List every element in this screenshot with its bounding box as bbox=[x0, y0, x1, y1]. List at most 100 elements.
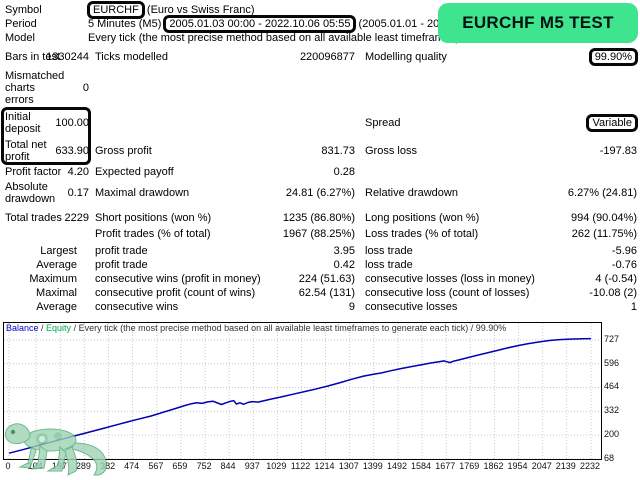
modelling-quality-cell: 99.90% bbox=[490, 48, 638, 66]
equity-legend-label: Equity bbox=[46, 323, 72, 333]
x-axis-tick-label: 289 bbox=[75, 461, 91, 471]
avg-consecutive-losses-label: consecutive losses bbox=[365, 301, 458, 313]
x-axis-tick-label: 1029 bbox=[266, 461, 287, 471]
ticks-modelled-label: Ticks modelled bbox=[95, 51, 168, 63]
short-positions-value: 1235 (86.80%) bbox=[282, 212, 355, 224]
modelling-quality-label: Modelling quality bbox=[365, 51, 447, 63]
profit-trades-value: 1967 (88.25%) bbox=[282, 228, 355, 240]
initial-deposit-value: 100.00 bbox=[55, 117, 89, 129]
largest-loss-trade-value: -5.96 bbox=[611, 245, 637, 257]
largest-label: Largest bbox=[40, 245, 77, 257]
x-axis-tick-label: 1862 bbox=[483, 461, 504, 471]
x-axis-tick-label: 474 bbox=[124, 461, 140, 471]
spread-label: Spread bbox=[365, 117, 401, 129]
max-consecutive-profit-value: 62.54 (131) bbox=[298, 287, 355, 299]
period-row: 5 Minutes (M5) 2005.01.03 00:00 - 2022.1… bbox=[88, 15, 486, 33]
model-value: Every tick (the most precise method base… bbox=[88, 32, 460, 44]
y-axis-tick-label: 68 bbox=[604, 453, 615, 463]
expected-payoff-label: Expected payoff bbox=[95, 166, 174, 178]
relative-drawdown-label: Relative drawdown bbox=[365, 187, 458, 199]
total-net-profit-value: 633.90 bbox=[55, 145, 89, 157]
chameleon-watermark-icon bbox=[5, 423, 107, 476]
period-tested-highlighted: 2005.01.03 00:00 - 2022.10.06 05:55 bbox=[163, 15, 357, 33]
average-loss-trade-value: -0.76 bbox=[611, 259, 637, 271]
x-axis-tick-label: 382 bbox=[100, 461, 116, 471]
symbol-value-highlighted: EURCHF bbox=[87, 1, 145, 19]
y-axis-tick-label: 332 bbox=[604, 405, 620, 416]
x-axis-tick-label: 2232 bbox=[579, 461, 601, 471]
largest-profit-trade-value: 3.95 bbox=[333, 245, 355, 257]
x-axis-tick-label: 567 bbox=[148, 461, 164, 471]
absolute-drawdown-value: 0.17 bbox=[67, 187, 89, 199]
x-axis-tick-label: 2139 bbox=[555, 461, 576, 471]
maximal-drawdown-label: Maximal drawdown bbox=[95, 187, 190, 199]
max-consecutive-wins-label: consecutive wins (profit in money) bbox=[95, 273, 261, 285]
chart-title-rest: / Every tick (the most precise method ba… bbox=[71, 323, 507, 333]
avg-consecutive-losses-value: 1 bbox=[630, 301, 637, 313]
modelling-quality-value-highlighted: 99.90% bbox=[588, 48, 638, 66]
x-axis-tick-label: 1399 bbox=[362, 461, 383, 471]
total-net-profit-label: Total net profit bbox=[5, 139, 47, 163]
mismatched-charts-errors-label: Mismatched charts errors bbox=[5, 70, 65, 106]
profit-factor-value: 4.20 bbox=[67, 166, 89, 178]
max-consecutive-wins-value: 224 (51.63) bbox=[298, 273, 355, 285]
x-axis-tick-label: 2047 bbox=[531, 461, 552, 471]
y-axis-tick-label: 596 bbox=[604, 357, 620, 368]
bars-in-test-value: 1330244 bbox=[46, 51, 89, 63]
largest-profit-trade-label: profit trade bbox=[95, 245, 148, 257]
x-axis-tick-label: 844 bbox=[220, 461, 236, 471]
gross-profit-value: 831.73 bbox=[321, 145, 355, 157]
gross-profit-label: Gross profit bbox=[95, 145, 152, 157]
maximum-label: Maximum bbox=[29, 273, 77, 285]
legend-separator: / bbox=[38, 323, 47, 333]
short-positions-label: Short positions (won %) bbox=[95, 212, 212, 224]
max-consecutive-losses-label: consecutive losses (loss in money) bbox=[365, 273, 535, 285]
loss-trades-label: Loss trades (% of total) bbox=[365, 228, 479, 240]
max-consecutive-losses-value: 4 (-0.54) bbox=[595, 273, 637, 285]
x-axis-tick-label: 1677 bbox=[435, 461, 456, 471]
symbol-row: EURCHF (Euro vs Swiss Franc) bbox=[87, 1, 254, 19]
spread-cell: Variable bbox=[490, 114, 638, 132]
average-consecutive-label: Average bbox=[36, 301, 77, 313]
y-axis-tick-label: 727 bbox=[604, 334, 620, 344]
x-axis-tick-label: 937 bbox=[244, 461, 260, 471]
total-trades-value: 2229 bbox=[64, 212, 89, 224]
max-consecutive-profit-label: consecutive profit (count of wins) bbox=[95, 287, 256, 299]
initial-deposit-label: Initial deposit bbox=[5, 111, 41, 135]
total-trades-label: Total trades bbox=[5, 212, 62, 224]
x-axis-tick-label: 752 bbox=[196, 461, 212, 471]
x-axis-tick-label: 1214 bbox=[314, 461, 335, 471]
bars-in-test-label: Bars in test bbox=[5, 51, 61, 63]
spread-value-highlighted: Variable bbox=[586, 114, 638, 132]
max-consecutive-loss-label: consecutive loss (count of losses) bbox=[365, 287, 530, 299]
y-axis-tick-label: 464 bbox=[604, 381, 620, 392]
period-label: Period bbox=[5, 18, 37, 30]
x-axis-tick-label: 659 bbox=[172, 461, 188, 471]
gross-loss-label: Gross loss bbox=[365, 145, 417, 157]
gross-loss-value: -197.83 bbox=[599, 145, 637, 157]
avg-consecutive-wins-label: consecutive wins bbox=[95, 301, 179, 313]
expected-payoff-value: 0.28 bbox=[333, 166, 355, 178]
largest-loss-trade-label: loss trade bbox=[365, 245, 413, 257]
model-label: Model bbox=[5, 32, 35, 44]
average-profit-trade-value: 0.42 bbox=[333, 259, 355, 271]
x-axis-tick-label: 1492 bbox=[387, 461, 408, 471]
x-axis-tick-label: 1769 bbox=[459, 461, 480, 471]
average-label: Average bbox=[36, 259, 77, 271]
test-title-badge: EURCHF M5 TEST bbox=[438, 3, 638, 43]
relative-drawdown-value: 6.27% (24.81) bbox=[567, 187, 637, 199]
maximal-drawdown-value: 24.81 (6.27%) bbox=[285, 187, 355, 199]
loss-trades-value: 262 (11.75%) bbox=[571, 228, 637, 240]
x-axis-tick-label: 1584 bbox=[411, 461, 432, 471]
chart-title: Balance / Equity / Every tick (the most … bbox=[6, 323, 506, 334]
x-axis-tick-label: 0 bbox=[5, 461, 11, 471]
profit-factor-label: Profit factor bbox=[5, 166, 62, 178]
x-axis-tick-label: 1954 bbox=[507, 461, 528, 471]
period-timeframe: 5 Minutes (M5) bbox=[88, 18, 162, 30]
ticks-modelled-value: 220096877 bbox=[299, 51, 355, 63]
x-axis-tick-label: 1307 bbox=[338, 461, 359, 471]
absolute-drawdown-label: Absolute drawdown bbox=[5, 181, 56, 205]
x-axis-tick-label: 1122 bbox=[290, 461, 311, 471]
long-positions-value: 994 (90.04%) bbox=[570, 212, 637, 224]
